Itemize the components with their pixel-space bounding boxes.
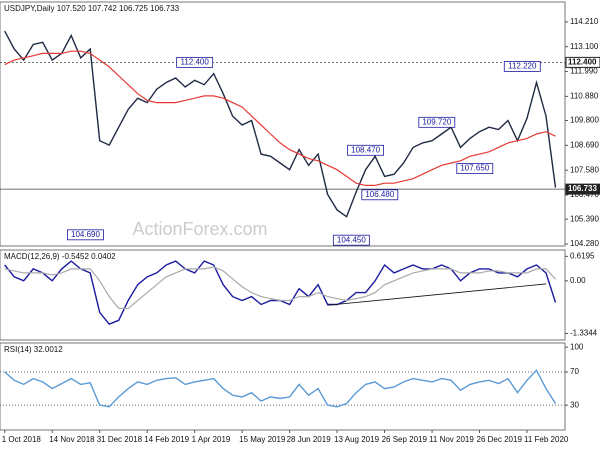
series-line (4, 260, 557, 326)
x-tick-label: 28 Jun 2019 (287, 435, 332, 444)
annotation-label: 107.650 (460, 164, 489, 173)
y-tick-label: 107.580 (570, 165, 599, 174)
annotation-label: 104.690 (71, 230, 100, 239)
series-line (4, 369, 557, 408)
panel-title: USDJPY,Daily 107.520 107.742 106.725 106… (4, 4, 180, 13)
y-tick-label: 0.00 (570, 276, 586, 285)
level-box (565, 183, 600, 195)
y-tick-label: 0.6195 (570, 251, 595, 260)
x-tick-label: 1 Oct 2018 (2, 435, 42, 444)
panel-frame (0, 342, 566, 431)
y-tick-label: 111.990 (570, 67, 598, 76)
annotation-box (361, 189, 399, 201)
y-tick-label: -1.3344 (570, 329, 598, 338)
y-tick-label: 113.100 (570, 42, 599, 51)
x-tick-label: 15 May 2019 (239, 435, 286, 444)
x-tick-label: 11 Nov 2019 (429, 435, 474, 444)
panel-frame (0, 249, 566, 341)
series-line (4, 30, 557, 218)
annotation-label: 106.480 (365, 190, 394, 199)
annotation-label: 109.720 (422, 117, 451, 126)
annotation-label: 112.400 (180, 57, 209, 66)
annotation-box (347, 144, 384, 156)
x-tick-label: 26 Dec 2019 (477, 435, 523, 444)
x-tick-label: 14 Feb 2019 (144, 435, 189, 444)
y-tick-label: 105.390 (570, 214, 599, 223)
annotation-box (176, 56, 214, 68)
series-line (4, 50, 556, 186)
panel-title: MACD(12,26,9) -0.5452 0.0402 (4, 252, 116, 261)
y-tick-label: 108.690 (570, 140, 599, 149)
annotation-box (67, 229, 104, 241)
annotation-label: 112.220 (508, 62, 537, 71)
panel-title: RSI(14) 32.0012 (4, 345, 63, 354)
x-tick-label: 11 Feb 2020 (524, 435, 569, 444)
level-label: 106.733 (568, 184, 597, 193)
series-line (4, 266, 556, 309)
y-tick-label: 100 (570, 342, 584, 351)
annotation-label: 108.470 (351, 145, 380, 154)
y-tick-label: 114.210 (570, 17, 599, 26)
x-tick-label: 26 Sep 2019 (382, 435, 428, 444)
trend-line (327, 283, 547, 306)
annotation-box (332, 234, 370, 246)
y-tick-label: 30 (570, 400, 579, 409)
level-label: 112.400 (568, 57, 597, 66)
y-tick-label: 109.800 (570, 116, 599, 125)
x-tick-label: 1 Apr 2019 (192, 435, 231, 444)
panel-frame (0, 1, 566, 247)
annotation-label: 104.450 (337, 235, 366, 244)
watermark: ActionForex.com (132, 219, 267, 239)
annotation-box (418, 116, 456, 128)
y-tick-label: 110.880 (570, 91, 599, 100)
annotation-box (503, 61, 541, 72)
y-tick-label: 70 (570, 367, 579, 376)
annotation-box (456, 163, 494, 175)
x-tick-label: 13 Aug 2019 (334, 435, 379, 444)
x-tick-label: 14 Nov 2018 (49, 435, 95, 444)
level-box (565, 56, 600, 68)
y-tick-label: 104.280 (570, 239, 599, 248)
x-tick-label: 31 Dec 2018 (97, 435, 143, 444)
